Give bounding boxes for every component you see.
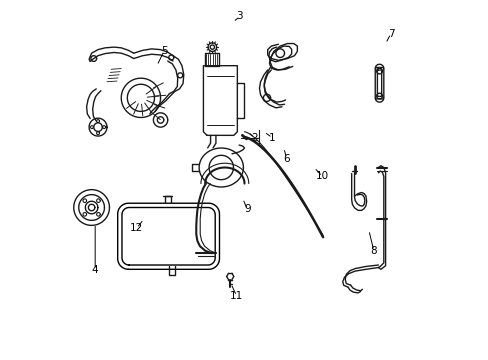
Text: 6: 6	[283, 154, 289, 163]
Text: 1: 1	[268, 133, 275, 143]
Text: 9: 9	[244, 204, 250, 214]
Text: 2: 2	[250, 133, 257, 143]
Text: 7: 7	[387, 28, 393, 39]
Text: 3: 3	[236, 12, 243, 21]
Text: 4: 4	[92, 265, 98, 275]
Text: 11: 11	[229, 291, 243, 301]
Text: 5: 5	[161, 46, 167, 56]
Text: 10: 10	[315, 171, 328, 181]
Text: 12: 12	[130, 223, 143, 233]
Text: 8: 8	[370, 246, 376, 256]
